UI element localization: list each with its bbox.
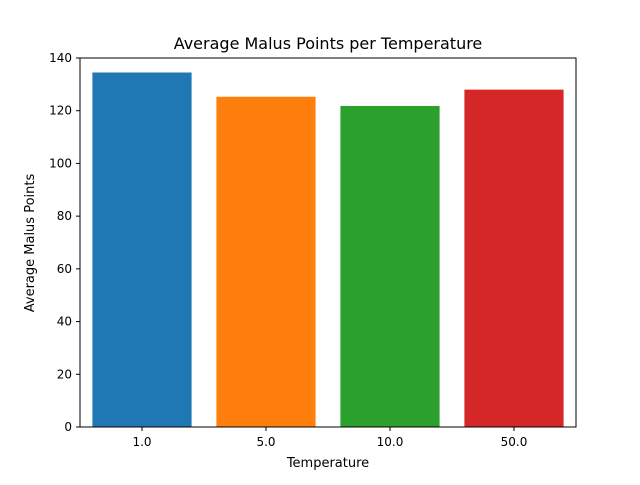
y-tick-label: 120 [49, 104, 72, 118]
y-tick-label: 80 [57, 209, 72, 223]
x-axis-label: Temperature [286, 456, 369, 471]
bar-50-0 [464, 89, 564, 427]
chart-title: Average Malus Points per Temperature [174, 34, 483, 53]
y-tick-label: 140 [49, 51, 72, 65]
bar-1-0 [92, 72, 192, 427]
y-tick-label: 20 [57, 367, 72, 381]
axes-frame [79, 57, 577, 428]
bar-10-0 [340, 105, 440, 427]
x-tick-label: 1.0 [132, 435, 151, 449]
y-tick-label: 100 [49, 156, 72, 170]
x-tick-label: 50.0 [501, 435, 528, 449]
y-tick-label: 40 [57, 315, 72, 329]
y-tick-label: 0 [64, 420, 72, 434]
bar-5-0 [216, 96, 316, 428]
x-tick-label: 10.0 [377, 435, 404, 449]
plot-area: 1.0 5.0 10.0 50.0 0 20 40 60 80 100 120 140 [49, 51, 577, 449]
x-tick-label: 5.0 [256, 435, 275, 449]
y-axis-label: Average Malus Points [23, 174, 38, 313]
y-tick-label: 60 [57, 262, 72, 276]
